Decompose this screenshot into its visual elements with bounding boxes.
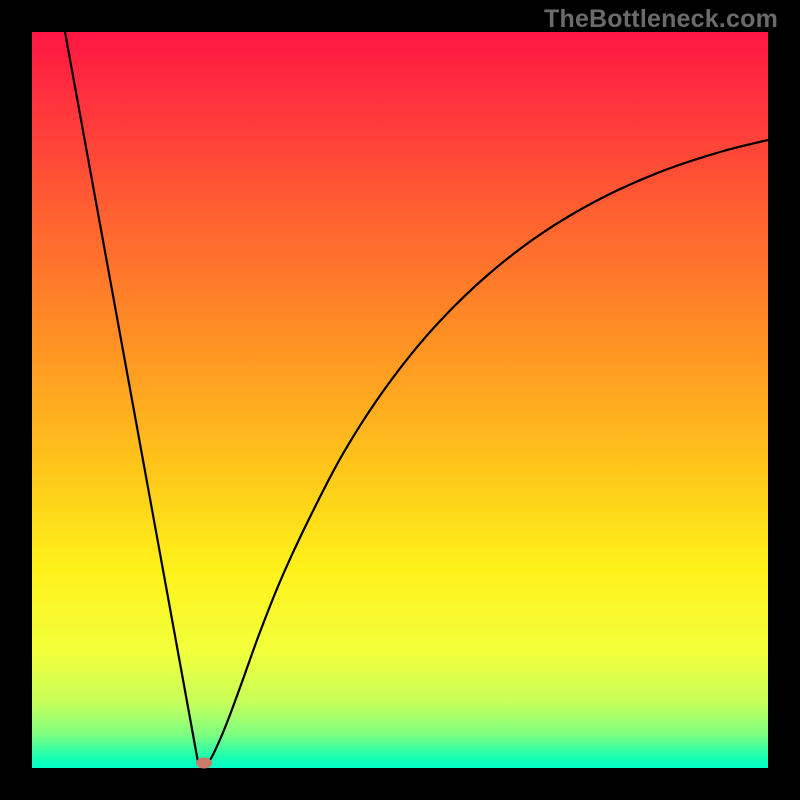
minimum-marker	[196, 758, 212, 769]
chart-svg	[0, 0, 800, 800]
chart-frame: TheBottleneck.com	[0, 0, 800, 800]
watermark-text: TheBottleneck.com	[544, 5, 778, 34]
plot-area	[32, 32, 768, 769]
gradient-background	[32, 32, 768, 768]
